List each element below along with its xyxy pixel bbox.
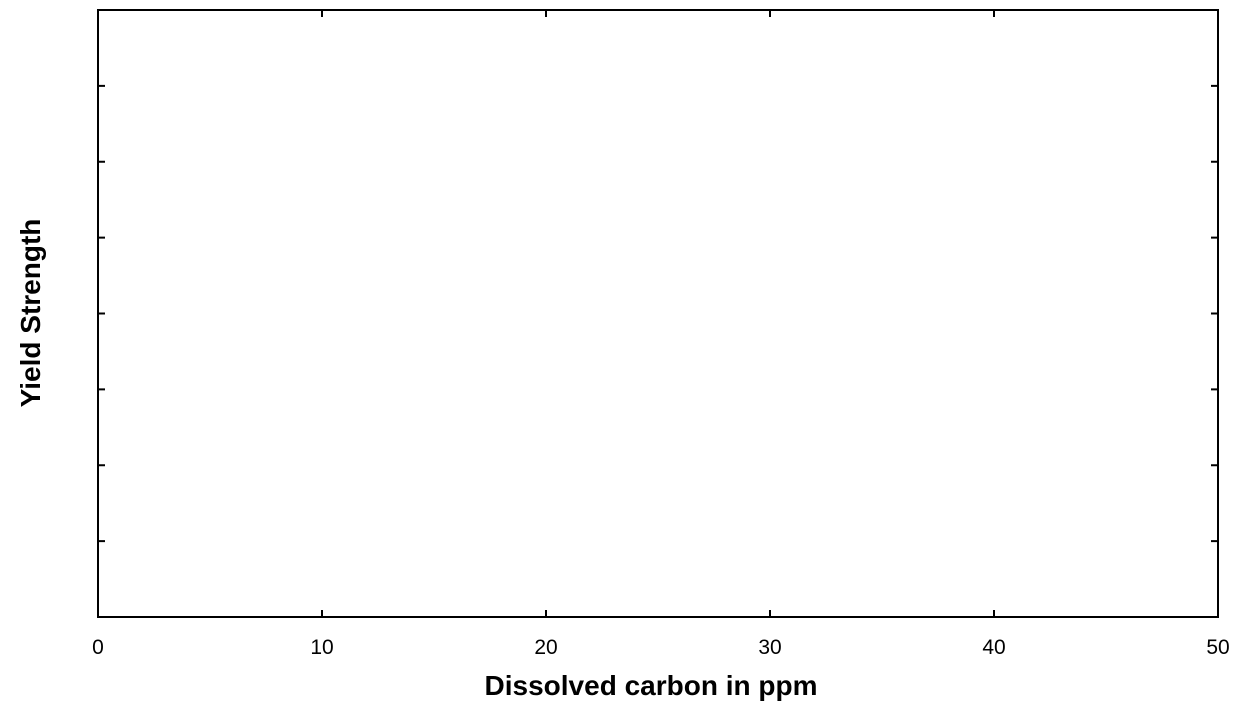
x-tick-label-0: 0 xyxy=(92,636,104,659)
x-tick-label-50: 50 xyxy=(1206,636,1229,659)
y-axis-ticks xyxy=(98,84,1218,543)
x-tick-label-20: 20 xyxy=(534,636,557,659)
x-tick-label-10: 10 xyxy=(310,636,333,659)
x-axis-tick-labels: 0 10 20 30 40 50 xyxy=(92,636,1230,659)
x-axis-ticks xyxy=(321,10,995,617)
plot-frame xyxy=(97,9,1219,618)
x-axis-title: Dissolved carbon in ppm xyxy=(485,670,818,701)
x-tick-label-40: 40 xyxy=(982,636,1005,659)
x-tick-label-30: 30 xyxy=(758,636,781,659)
y-axis-title: Yield Strength xyxy=(15,219,46,408)
